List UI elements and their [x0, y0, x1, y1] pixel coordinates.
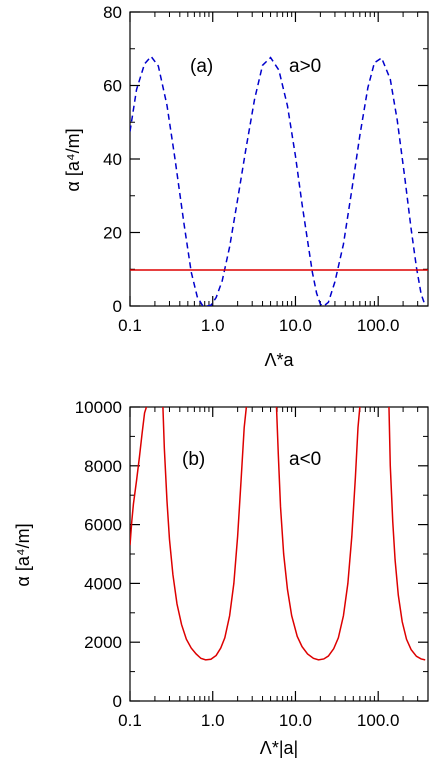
plot-frame-b [129, 406, 429, 702]
x-tick-label: 10.0 [279, 316, 312, 335]
y-tick-label: 8000 [84, 457, 122, 476]
panel-label-b: (b) [182, 449, 205, 470]
y-tick-label: 40 [103, 150, 122, 169]
x-tick-label: 1.0 [201, 316, 225, 335]
y-tick-label: 60 [103, 77, 122, 96]
series-line-b-0-3 [388, 407, 426, 661]
series-line-b-0-2 [275, 407, 361, 661]
y-tick-label: 4000 [84, 574, 122, 593]
y-tick-label: 0 [113, 297, 122, 316]
panel-a: 0.1 1.0 10.0 100.0 0 20 40 60 80 (a) a>0 Λ*a α [… [63, 3, 429, 370]
y-tick-label: 0 [113, 692, 122, 711]
x-tick-label: 100.0 [357, 316, 400, 335]
y-tick-label: 2000 [84, 633, 122, 652]
x-axis-label-a: Λ*a [264, 350, 294, 370]
x-tick-label: 10.0 [279, 711, 312, 730]
ticks-a: 0.1 1.0 10.0 100.0 0 20 40 60 80 [103, 3, 428, 335]
y-tick-label: 20 [103, 224, 122, 243]
annotation-a: a>0 [289, 56, 321, 77]
y-tick-label: 10000 [75, 398, 122, 417]
y-axis-label-a: α [a⁴/m] [63, 128, 83, 191]
x-tick-label: 100.0 [357, 711, 400, 730]
series-b [130, 407, 426, 661]
series-line-a-0-0 [130, 55, 426, 306]
x-tick-label: 1.0 [201, 711, 225, 730]
x-tick-label: 0.1 [118, 711, 142, 730]
panel-label-a: (a) [190, 56, 213, 77]
y-tick-label: 80 [103, 3, 122, 22]
y-tick-label: 6000 [84, 516, 122, 535]
series-line-b-0-0 [130, 407, 148, 546]
panel-b: 0.1 1.0 10.0 100.0 0 2000 4000 6000 8000 10000 (b… [13, 398, 429, 758]
x-tick-label: 0.1 [118, 316, 142, 335]
y-axis-label-b: α [a⁴/m] [13, 523, 33, 586]
series-a [130, 55, 428, 306]
annotation-b: a<0 [289, 449, 321, 470]
ticks-b: 0.1 1.0 10.0 100.0 0 2000 4000 6000 8000 10000 [75, 398, 428, 730]
series-line-b-0-1 [162, 407, 248, 661]
x-axis-label-b: Λ*|a| [260, 738, 298, 758]
